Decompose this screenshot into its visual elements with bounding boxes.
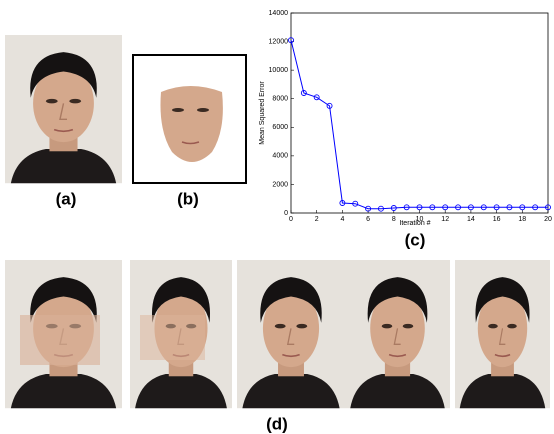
data-point (416, 204, 423, 211)
x-tick-label: 20 (544, 216, 552, 223)
data-point (352, 200, 359, 207)
x-axis-label: Iteration # (399, 220, 430, 227)
photo-d4 (344, 259, 451, 410)
label-b: (b) (177, 189, 199, 208)
photo-d1 (4, 259, 123, 410)
x-tick-label: 10 (416, 216, 424, 223)
data-point (339, 200, 346, 206)
data-point (403, 204, 410, 211)
photo-d5 (454, 259, 551, 410)
data-point (390, 205, 397, 211)
data-point (288, 37, 294, 44)
data-point (480, 204, 487, 211)
y-tick-label: 8000 (272, 96, 288, 103)
data-line (290, 40, 548, 210)
label-a: (a) (56, 189, 77, 208)
x-tick-label: 14 (467, 216, 475, 223)
data-point (378, 205, 384, 212)
data-point (429, 204, 436, 211)
y-tick-label: 0 (284, 210, 288, 217)
x-tick-label: 0 (289, 216, 293, 223)
photo-d2 (129, 259, 233, 410)
data-point (467, 204, 474, 211)
data-point (300, 90, 307, 96)
plot-frame (290, 12, 549, 214)
y-tick-label: 6000 (272, 124, 288, 131)
masked-face-b (160, 86, 223, 162)
y-tick-label: 12000 (269, 38, 289, 45)
y-tick-label: 14000 (269, 10, 289, 17)
x-tick-label: 12 (441, 216, 449, 223)
chart: Iteration # Mean Squared Error 0 2000 4000… (259, 10, 552, 227)
y-axis-label: Mean Squared Error (259, 81, 266, 145)
x-tick-label: 18 (518, 216, 526, 223)
label-d: (d) (266, 414, 288, 433)
y-tick-label: 4000 (272, 153, 288, 160)
data-point (532, 204, 539, 211)
photo-d3 (236, 259, 346, 410)
photo-a (4, 34, 123, 185)
x-tick-label: 6 (366, 216, 370, 223)
data-point (519, 204, 526, 211)
x-tick-label: 16 (493, 216, 501, 223)
label-c: (c) (405, 230, 426, 249)
data-point (313, 94, 320, 101)
x-tick-label: 8 (392, 216, 396, 223)
data-point (365, 205, 372, 212)
y-tick-label: 2000 (272, 181, 288, 188)
x-tick-label: 4 (340, 216, 344, 223)
data-point (455, 204, 461, 211)
data-point (326, 102, 333, 109)
x-tick-label: 2 (315, 216, 319, 223)
data-point (545, 204, 551, 211)
data-point (493, 204, 500, 211)
data-point (442, 204, 449, 211)
y-tick-label: 10000 (269, 67, 289, 74)
data-point (506, 204, 513, 211)
